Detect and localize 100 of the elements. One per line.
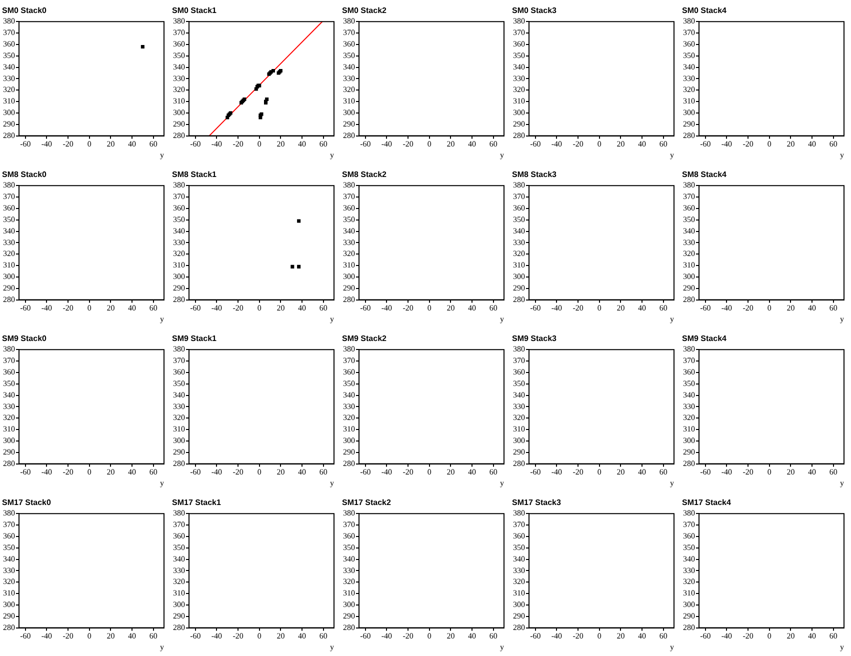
y-tick-label: 320 <box>3 249 15 258</box>
x-tick-label: 40 <box>808 304 816 313</box>
y-tick-label: 290 <box>343 611 355 620</box>
x-tick-label: 20 <box>106 140 115 149</box>
x-tick-label: 60 <box>829 304 838 313</box>
y-tick-label: 370 <box>343 520 355 530</box>
y-tick-label: 350 <box>173 378 185 388</box>
y-tick-label: 320 <box>513 249 525 258</box>
x-tick-label: -60 <box>360 468 371 477</box>
y-tick-label: 280 <box>173 622 185 632</box>
chart-title: SM0 Stack2 <box>342 6 388 16</box>
x-tick-label: -40 <box>721 468 732 477</box>
y-tick-label: 370 <box>513 28 525 38</box>
y-tick-label: 280 <box>173 294 185 304</box>
y-tick-label: 310 <box>513 588 525 598</box>
x-tick-label: -20 <box>402 140 414 149</box>
x-axis-title: y <box>840 642 844 652</box>
chart-title: SM8 Stack1 <box>172 170 218 180</box>
y-tick-label: 290 <box>3 611 15 620</box>
y-tick-label: 310 <box>513 96 525 106</box>
x-axis-title: y <box>840 478 844 488</box>
y-tick-label: 320 <box>173 413 185 422</box>
y-tick-label: 350 <box>683 378 695 388</box>
x-tick-label: -60 <box>360 632 371 641</box>
x-axis-title: y <box>670 642 674 652</box>
x-tick-label: -20 <box>742 304 754 313</box>
y-tick-label: 380 <box>513 508 525 518</box>
y-tick-label: 300 <box>173 272 185 282</box>
x-tick-label: 60 <box>319 468 328 477</box>
x-tick-label: -60 <box>530 304 541 313</box>
x-tick-label: 0 <box>257 632 262 641</box>
y-tick-label: 310 <box>3 588 15 598</box>
x-axis-title: y <box>500 478 504 488</box>
x-tick-label: 60 <box>659 140 668 149</box>
x-tick-label: -40 <box>211 140 222 149</box>
x-tick-label: -60 <box>20 304 31 313</box>
y-tick-label: 340 <box>343 390 355 400</box>
x-tick-label: 40 <box>468 632 476 641</box>
x-tick-label: 20 <box>616 140 625 149</box>
y-tick-label: 290 <box>683 119 695 128</box>
x-axis-title: y <box>670 314 674 324</box>
x-tick-label: 40 <box>638 304 646 313</box>
x-tick-label: -20 <box>232 140 244 149</box>
y-tick-label: 360 <box>3 368 15 377</box>
x-tick-label: 20 <box>276 632 285 641</box>
y-tick-label: 300 <box>683 600 695 610</box>
x-tick-label: 0 <box>767 304 772 313</box>
x-tick-label: 20 <box>106 632 115 641</box>
y-tick-label: 330 <box>683 566 695 575</box>
chart-title: SM9 Stack3 <box>512 334 558 344</box>
x-tick-label: -20 <box>232 468 244 477</box>
y-tick-label: 370 <box>513 192 525 202</box>
y-tick-label: 290 <box>513 447 525 456</box>
x-tick-label: 60 <box>319 632 328 641</box>
x-tick-label: -40 <box>381 140 392 149</box>
x-tick-label: -20 <box>232 632 244 641</box>
x-tick-label: 0 <box>597 140 602 149</box>
y-tick-label: 280 <box>513 458 525 468</box>
y-tick-label: 380 <box>343 344 355 354</box>
y-tick-label: 280 <box>173 458 185 468</box>
y-tick-label: 340 <box>343 554 355 564</box>
y-tick-label: 360 <box>343 204 355 213</box>
y-tick-label: 310 <box>343 424 355 434</box>
x-axis-title: y <box>160 314 164 324</box>
y-tick-label: 300 <box>3 108 15 118</box>
y-tick-label: 380 <box>343 16 355 26</box>
chart-title: SM0 Stack0 <box>2 6 48 16</box>
chart-title: SM17 Stack3 <box>512 498 562 508</box>
x-tick-label: 0 <box>767 632 772 641</box>
y-tick-label: 360 <box>343 40 355 49</box>
chart-title: SM8 Stack4 <box>682 170 728 180</box>
y-tick-label: 300 <box>3 436 15 446</box>
x-tick-label: 40 <box>638 632 646 641</box>
y-tick-label: 360 <box>683 368 695 377</box>
y-tick-label: 340 <box>3 62 15 72</box>
y-tick-label: 380 <box>683 344 695 354</box>
x-tick-label: 60 <box>659 468 668 477</box>
y-tick-label: 340 <box>173 62 185 72</box>
y-tick-label: 310 <box>683 588 695 598</box>
y-tick-label: 370 <box>343 356 355 366</box>
y-tick-label: 300 <box>173 108 185 118</box>
x-tick-label: 20 <box>106 468 115 477</box>
y-tick-label: 320 <box>343 249 355 258</box>
x-axis-title: y <box>500 642 504 652</box>
x-tick-label: 40 <box>298 468 306 477</box>
x-tick-label: -20 <box>572 304 584 313</box>
y-tick-label: 330 <box>513 74 525 83</box>
chart-title: SM17 Stack4 <box>682 498 732 508</box>
y-tick-label: 360 <box>513 368 525 377</box>
y-tick-label: 360 <box>173 368 185 377</box>
x-tick-label: -40 <box>721 304 732 313</box>
y-tick-label: 360 <box>173 204 185 213</box>
y-tick-label: 350 <box>3 214 15 224</box>
y-tick-label: 280 <box>513 130 525 140</box>
y-tick-label: 360 <box>3 204 15 213</box>
x-tick-label: 0 <box>87 140 92 149</box>
x-tick-label: 0 <box>427 304 432 313</box>
y-tick-label: 370 <box>683 192 695 202</box>
y-tick-label: 290 <box>173 283 185 292</box>
y-tick-label: 380 <box>513 180 525 190</box>
